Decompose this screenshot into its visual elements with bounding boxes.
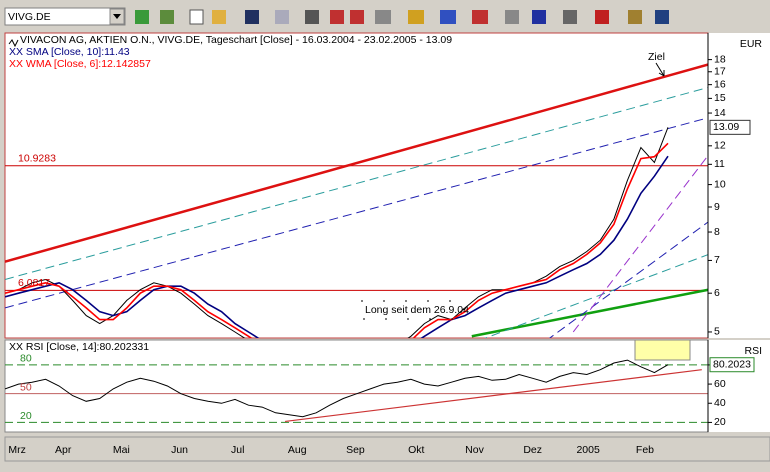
x-tick-label: Sep xyxy=(346,444,365,456)
rsi-panel xyxy=(4,339,709,433)
y-tick-label: 15 xyxy=(714,92,726,104)
y-tick-label: 11 xyxy=(714,158,725,170)
series-line xyxy=(5,155,669,338)
chart-title: XX RSI [Close, 14]:80.202331 xyxy=(9,341,149,353)
y-tick-label: 40 xyxy=(714,397,726,409)
icon[interactable] xyxy=(160,10,174,24)
series-line xyxy=(5,127,669,338)
x-tick-label: Aug xyxy=(288,444,307,456)
y-tick-label: 6 xyxy=(714,287,720,299)
x-tick-label: 2005 xyxy=(576,444,600,456)
rsi-plot xyxy=(5,359,708,423)
icon[interactable] xyxy=(472,10,488,24)
trendline xyxy=(572,154,708,333)
x-tick-label: Dez xyxy=(523,444,542,456)
price-panel xyxy=(4,32,709,339)
y-tick-label: 18 xyxy=(714,53,726,65)
icon[interactable] xyxy=(628,10,642,24)
axis-label: RSI xyxy=(744,345,762,357)
icon[interactable] xyxy=(245,10,259,24)
hline-label: 6.0817 xyxy=(18,277,50,289)
legend-entry: XX WMA [Close, 6]:12.142857 xyxy=(9,58,151,70)
x-tick-label: Nov xyxy=(465,444,484,456)
toolbar-icons xyxy=(135,9,669,25)
axis-label: EUR xyxy=(740,38,763,50)
y-tick-label: 16 xyxy=(714,78,726,90)
x-tick-label: Feb xyxy=(636,444,654,456)
series-line xyxy=(5,142,669,338)
icon[interactable] xyxy=(563,10,577,24)
trendline xyxy=(548,221,708,338)
x-tick-label: Okt xyxy=(408,444,424,456)
icon[interactable] xyxy=(189,9,204,25)
series-line xyxy=(5,359,669,418)
y-tick-label: 5 xyxy=(714,326,720,338)
x-tick-label: Jul xyxy=(231,444,244,456)
y-tick-label: 10 xyxy=(714,178,726,190)
trendline xyxy=(5,117,708,309)
chart-title: VIVACON AG, AKTIEN O.N., VIVG.DE, Tagesc… xyxy=(20,34,452,46)
icon[interactable] xyxy=(408,10,424,24)
icon[interactable] xyxy=(595,10,609,24)
y-tick-label: 20 xyxy=(714,416,726,428)
last-value: 80.2023 xyxy=(713,359,751,371)
y-tick-label: 7 xyxy=(714,254,720,266)
icon[interactable] xyxy=(375,10,391,24)
icon[interactable] xyxy=(135,10,149,24)
annotation: Long seit dem 26.9.04 xyxy=(365,304,469,316)
y-tick-label: 60 xyxy=(714,378,726,390)
symbol: VIVG.DE xyxy=(8,11,51,23)
trendline xyxy=(484,254,708,338)
x-tick-label: Mrz xyxy=(8,444,26,456)
last-value-box xyxy=(709,119,751,135)
dropdown-arrow xyxy=(113,14,121,19)
x-tick-label: Mai xyxy=(113,444,130,456)
level-label: 80 xyxy=(20,353,32,365)
hline-label: 10.9283 xyxy=(18,152,56,164)
y-tick-label: 9 xyxy=(714,201,720,213)
icon[interactable] xyxy=(350,10,364,24)
trendline xyxy=(5,63,708,263)
icon[interactable] xyxy=(212,10,226,24)
y-tick-label: 12 xyxy=(714,140,726,152)
trendline xyxy=(5,86,708,280)
icon[interactable] xyxy=(330,10,344,24)
icon[interactable] xyxy=(532,10,546,24)
y-tick-label: 8 xyxy=(714,226,720,238)
price-plot xyxy=(5,63,708,338)
icon[interactable] xyxy=(505,10,519,24)
last-value: 13.09 xyxy=(713,121,739,133)
x-tick-label: Apr xyxy=(55,444,72,456)
price-axis-bg xyxy=(708,33,770,338)
icon[interactable] xyxy=(305,10,319,24)
last-value-box xyxy=(709,357,755,373)
x-tick-label: Jun xyxy=(171,444,188,456)
y-tick-label: 14 xyxy=(714,107,726,119)
rsi-axis-bg xyxy=(708,340,770,432)
highlight-box xyxy=(634,339,691,361)
icon[interactable] xyxy=(440,10,456,24)
time-axis xyxy=(4,436,770,462)
icon[interactable] xyxy=(655,10,669,24)
trendline xyxy=(284,369,702,423)
line-icon xyxy=(8,39,19,48)
level-label: 20 xyxy=(20,410,32,422)
icon[interactable] xyxy=(275,10,289,24)
annotation-arrow xyxy=(655,62,665,77)
level-label: 50 xyxy=(20,381,32,393)
annotation: Ziel xyxy=(648,51,665,63)
annotation-box xyxy=(360,300,465,320)
symbol-box[interactable] xyxy=(4,7,126,26)
legend-entry: XX SMA [Close, 10]:11.43 xyxy=(9,46,130,58)
y-tick-label: 17 xyxy=(714,66,726,78)
